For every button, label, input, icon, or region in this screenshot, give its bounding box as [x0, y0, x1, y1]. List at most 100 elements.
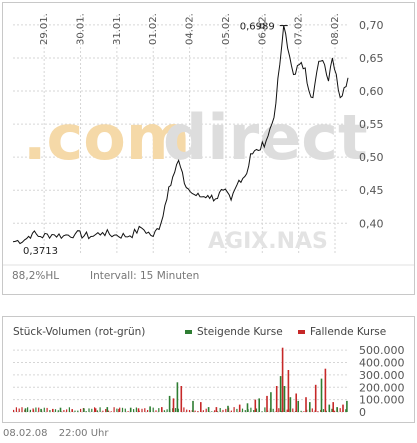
volume-bar: [270, 392, 272, 412]
legend-rising-label: Steigende Kurse: [197, 326, 283, 338]
legend-falling-label: Fallende Kurse: [310, 326, 387, 338]
volume-bar-small: [253, 410, 255, 412]
volume-bar-small: [325, 410, 327, 412]
min-price-label: 0,3713: [23, 246, 58, 257]
volume-bar: [83, 408, 85, 412]
volume-bar-small: [300, 410, 302, 412]
volume-bar-small: [121, 407, 124, 412]
volume-bar-small: [205, 408, 207, 412]
volume-bar-small: [303, 411, 305, 412]
volume-bar: [309, 402, 311, 412]
x-tick-label: 30.01.: [76, 13, 87, 45]
volume-bar-small: [345, 409, 347, 412]
volume-bar: [106, 407, 109, 412]
volume-bar-small: [202, 410, 204, 412]
legend-falling: Fallende Kurse: [298, 326, 386, 338]
volume-bar-small: [166, 409, 168, 412]
footer-date: 08.02.08: [3, 428, 48, 439]
volume-bar: [227, 405, 229, 412]
volume-bar-small: [43, 407, 45, 412]
volume-bar-small: [107, 410, 110, 412]
volume-bar-small: [96, 410, 98, 412]
volume-bar: [59, 407, 62, 412]
volume-bar: [24, 408, 27, 412]
volume-bar: [342, 404, 344, 412]
volume-bar-small: [219, 408, 221, 412]
plot-area: [13, 15, 348, 253]
volume-bar-small: [216, 411, 218, 412]
volume-bar-small: [264, 407, 266, 412]
volume-bar-small: [225, 408, 227, 412]
volume-chart-panel: 0 100.000 200.000 300.000 400.000 500.000: [2, 340, 415, 423]
volume-bar-small: [155, 410, 157, 412]
volume-bar: [215, 407, 218, 412]
volume-bar: [283, 386, 286, 412]
y-tick-label: 0,70: [359, 19, 384, 32]
volume-bar-small: [334, 410, 336, 412]
volume-bar-small: [66, 409, 68, 412]
volume-y-tick-label: 400.000: [359, 357, 405, 370]
volume-bar: [52, 408, 54, 412]
volume-bar: [192, 400, 194, 412]
volume-bar: [275, 386, 278, 412]
volume-bar-small: [102, 410, 104, 412]
volume-bar-small: [177, 408, 179, 412]
price-chart-panel: .com direct AGIX.NAS 29.01. 30.01. 31.01. 0…: [2, 2, 415, 295]
volume-bar-small: [261, 411, 263, 412]
interval-label: Intervall: 15 Minuten: [90, 270, 199, 282]
x-tick-label: 05.02.: [221, 13, 232, 45]
y-tick-label: 0,45: [359, 184, 384, 197]
x-tick-label: 08.02.: [330, 13, 341, 45]
volume-bar-small: [272, 408, 274, 412]
watermark-ticker: AGIX.NAS: [208, 229, 328, 254]
volume-bar: [305, 397, 307, 412]
volume-bar: [40, 408, 42, 412]
volume-bar: [118, 408, 120, 412]
volume-bar-small: [99, 407, 101, 412]
volume-bar-small: [13, 409, 15, 412]
watermark-brand-prefix: .com: [23, 101, 191, 174]
volume-bar: [200, 402, 202, 412]
volume-title: Stück-Volumen (rot-grün): [13, 326, 146, 338]
volume-bar-small: [74, 410, 76, 412]
volume-bar-small: [197, 411, 199, 412]
watermark-brand-suffix: direct: [163, 101, 368, 174]
y-tick-label: 0,55: [359, 118, 384, 131]
volume-bar-small: [80, 408, 82, 412]
volume-bar: [324, 368, 327, 412]
volume-bar-small: [147, 410, 149, 412]
rising-swatch: [185, 330, 192, 334]
y-tick-label: 0,65: [359, 52, 384, 65]
volume-bar-small: [244, 410, 246, 412]
volume-bar: [332, 402, 334, 412]
volume-bar-small: [57, 410, 59, 412]
volume-bar: [180, 386, 183, 412]
volume-bar-small: [85, 411, 87, 412]
y-tick-labels: 0,40 0,45 0,50 0,55 0,60 0,65 0,70: [359, 19, 384, 230]
volume-bar-small: [110, 411, 112, 412]
volume-bar-small: [46, 407, 48, 412]
volume-bar-small: [113, 407, 115, 412]
volume-bar-small: [322, 409, 325, 412]
volume-bar: [207, 407, 210, 412]
volume-bar: [246, 403, 249, 412]
volume-bar: [336, 407, 338, 412]
x-tick-label: 04.02.: [185, 13, 196, 45]
volume-bar: [172, 398, 175, 412]
volume-bar-small: [124, 408, 126, 412]
volume-bar: [258, 398, 260, 412]
volume-bar: [297, 400, 299, 412]
volume-bar-small: [152, 407, 154, 412]
volume-bar-small: [91, 408, 93, 412]
volume-y-tick-label: 300.000: [359, 369, 405, 382]
volume-bar-small: [317, 411, 319, 412]
volume-bar-small: [214, 410, 216, 412]
volume-bar-small: [250, 407, 252, 412]
x-tick-label: 29.01.: [39, 13, 50, 45]
volume-bar: [289, 397, 292, 412]
volume-bar-small: [188, 410, 191, 412]
volume-y-tick-label: 500.000: [359, 344, 405, 357]
volume-bar-small: [194, 410, 196, 412]
volume-bar-small: [15, 407, 17, 412]
